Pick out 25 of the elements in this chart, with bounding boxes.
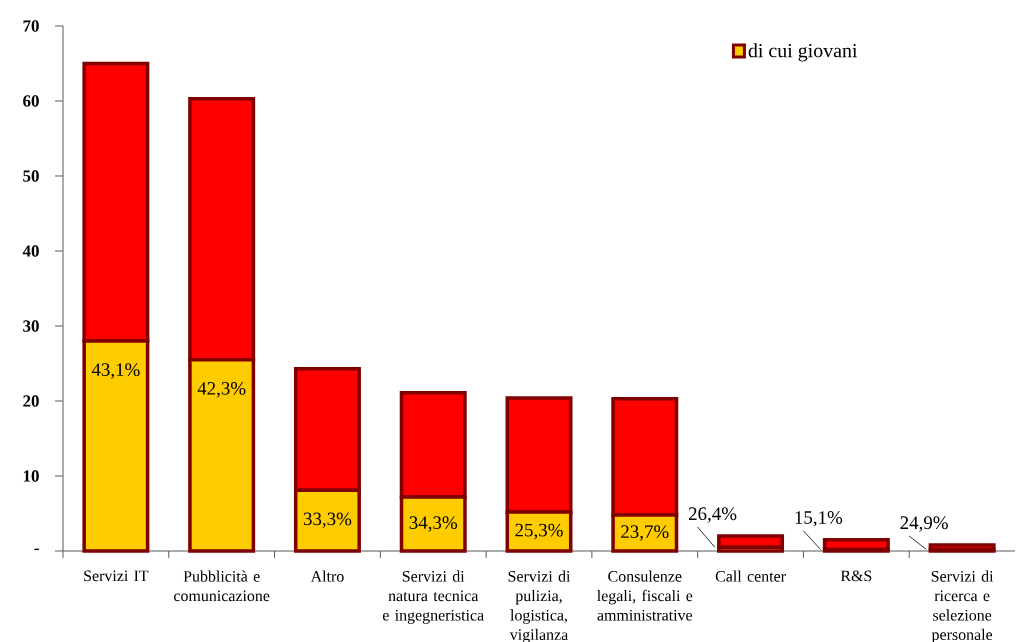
annotation: 15,1% xyxy=(795,511,843,527)
annotation: 25,3% xyxy=(515,523,563,540)
x-tick-label: Consulenze legali, fiscali e amministrative xyxy=(597,570,693,621)
x-tick-label: Pubblicità e comunicazione xyxy=(174,570,270,602)
x-tick-label: Servizi IT xyxy=(84,570,149,582)
legend-label: di cui giovani xyxy=(748,43,858,62)
x-tick-label: R&S xyxy=(840,570,872,582)
annotation: 43,1% xyxy=(91,363,140,379)
y-tick-label: - xyxy=(34,548,39,551)
annotation: 24,9% xyxy=(900,516,948,532)
x-tick-label: Altro xyxy=(310,570,344,582)
x-tick-label: Call center xyxy=(715,570,786,582)
annotation: 26,4% xyxy=(688,507,737,523)
y-tick-label: 40 xyxy=(22,245,39,257)
y-tick-label: 10 xyxy=(23,470,39,482)
annotation: 34,3% xyxy=(409,516,458,532)
annotation: 33,3% xyxy=(303,512,352,528)
x-tick-label: Servizi di natura tecnica e ingegneristica xyxy=(382,570,484,624)
annotation: 42,3% xyxy=(197,382,246,398)
y-tick-label: 30 xyxy=(23,320,39,332)
y-tick-label: 20 xyxy=(23,395,39,407)
y-tick-label: 50 xyxy=(23,170,39,182)
y-tick-label: 60 xyxy=(23,95,39,107)
y-tick-label: 70 xyxy=(23,20,39,32)
annotation: 23,7% xyxy=(621,525,669,541)
